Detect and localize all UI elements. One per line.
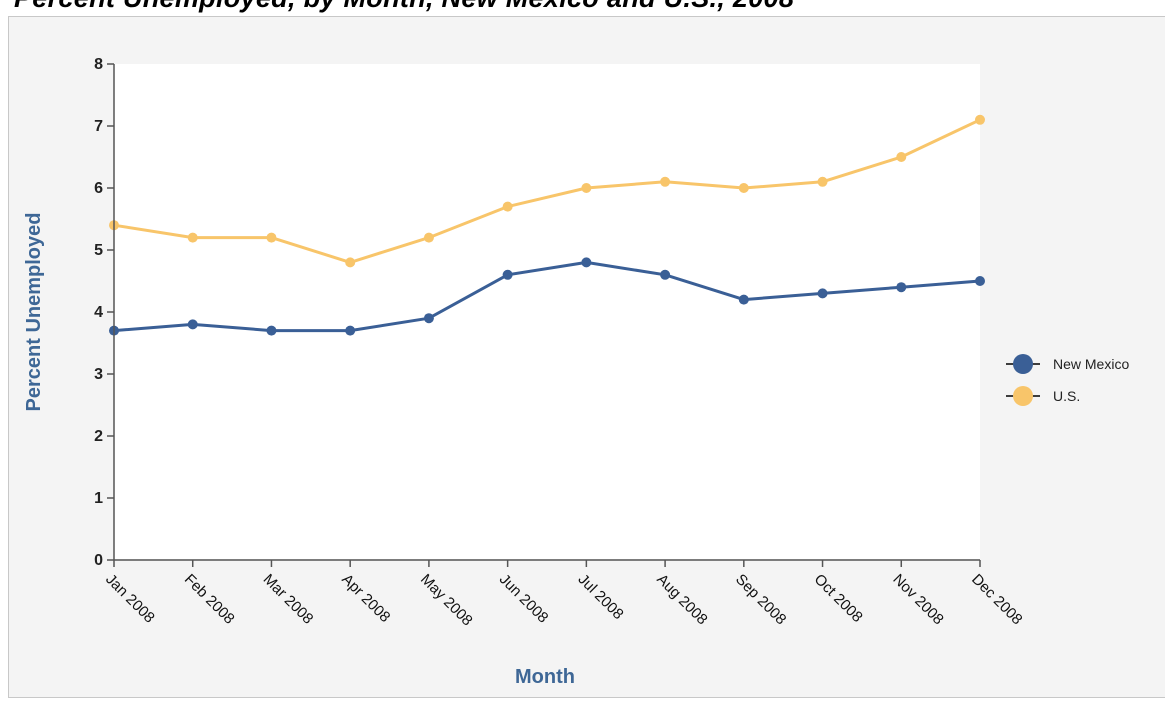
series-line-new-mexico [112,260,982,333]
data-point-new-mexico [817,288,828,299]
data-point-new-mexico [187,319,198,330]
x-axis-title: Month [515,666,575,688]
data-point-u-s [817,176,828,187]
y-tick-label: 4 [94,304,103,321]
data-point-u-s [502,201,513,212]
series-layer [109,114,985,336]
chart-title: Percent Unemployed, by Month, New Mexico… [14,0,794,14]
data-point-new-mexico [502,269,513,280]
legend-label: New Mexico [1053,356,1129,372]
y-ticks: 0 1 2 3 4 5 6 7 8 [94,56,114,569]
data-point-new-mexico [896,282,907,293]
y-tick-label: 5 [94,242,103,259]
title-strip: Percent Unemployed, by Month, New Mexico… [0,0,1165,14]
data-point-new-mexico [738,294,749,305]
x-tick-label: Dec 2008 [968,571,1025,628]
y-tick-label: 7 [94,118,103,135]
data-point-new-mexico [266,325,277,336]
y-tick-label: 0 [94,552,103,569]
y-tick-label: 2 [94,428,103,445]
line-chart: 0 1 2 3 4 5 6 7 8 Jan 2008 Feb 2008 Mar 2008 Apr 20… [23,56,1129,688]
x-tick-label: Jul 2008 [575,571,627,623]
data-point-new-mexico [423,313,434,324]
x-tick-label: Sep 2008 [732,571,789,628]
data-point-u-s [581,183,592,193]
legend-label: U.S. [1053,388,1080,404]
chart-frame: 0 1 2 3 4 5 6 7 8 Jan 2008 Feb 2008 Mar 2008 Apr 20… [8,16,1165,698]
x-tick-label: Nov 2008 [889,571,946,628]
x-ticks: Jan 2008 Feb 2008 Mar 2008 Apr 2008 May 2008… [102,560,1026,630]
legend-marker [1013,386,1033,406]
legend-marker [1013,354,1033,374]
data-point-u-s [975,114,985,125]
x-tick-label: Apr 2008 [338,571,393,626]
data-point-u-s [660,176,671,187]
data-point-new-mexico [975,276,985,286]
x-tick-label: Aug 2008 [653,571,710,628]
y-tick-label: 6 [94,180,103,197]
series-line-u-s [112,118,982,264]
y-tick-label: 1 [94,490,103,507]
y-tick-label: 3 [94,366,103,383]
plot-area [114,64,980,559]
data-point-u-s [266,232,277,243]
data-point-new-mexico [345,325,356,336]
y-axis-title: Percent Unemployed [23,213,45,412]
x-tick-label: Oct 2008 [811,571,866,626]
x-tick-label: Mar 2008 [260,571,317,628]
data-point-u-s [423,232,434,243]
data-point-new-mexico [660,269,671,280]
data-point-u-s [738,183,749,193]
x-tick-label: Jun 2008 [496,571,552,627]
x-tick-label: Jan 2008 [102,571,158,627]
data-point-u-s [187,232,198,243]
x-tick-label: May 2008 [417,571,476,630]
data-point-new-mexico [581,257,592,268]
legend: New Mexico U.S. [1006,354,1129,406]
data-point-u-s [896,152,907,162]
data-point-u-s [345,257,356,268]
x-tick-label: Feb 2008 [181,571,238,628]
y-tick-label: 8 [94,56,103,73]
